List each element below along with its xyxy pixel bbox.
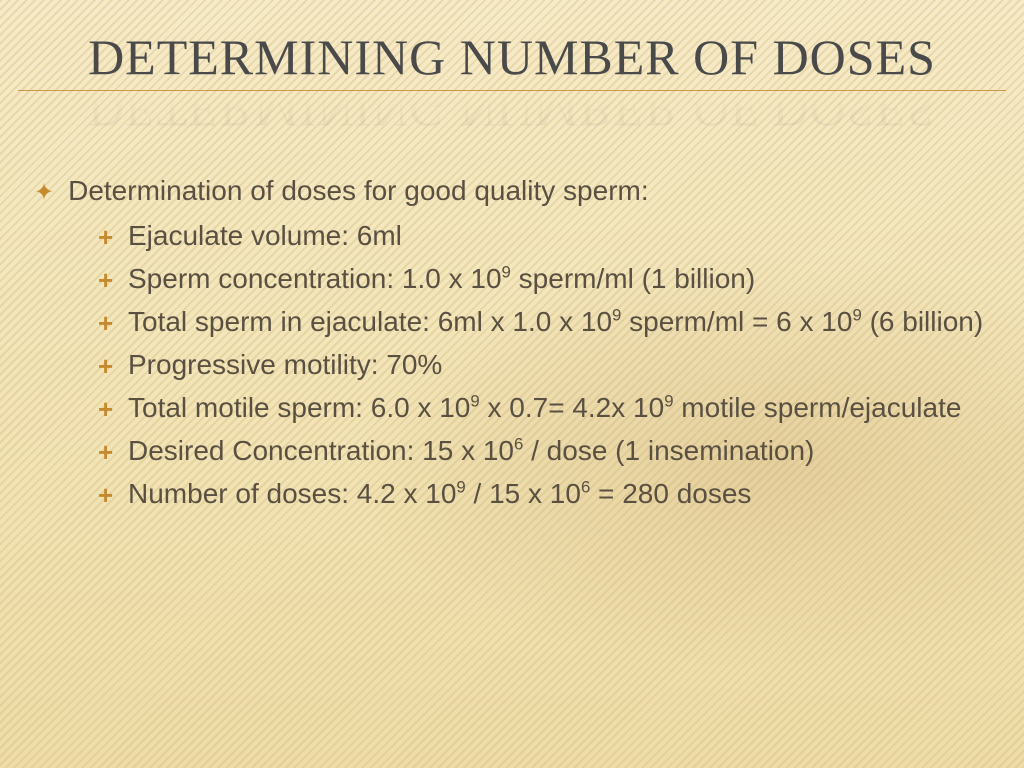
- plus-bullet-icon: +: [98, 478, 116, 512]
- plus-bullet-icon: +: [98, 349, 116, 383]
- item-text: Ejaculate volume: 6ml: [128, 218, 990, 255]
- item-text: Total motile sperm: 6.0 x 109 x 0.7= 4.2…: [128, 390, 990, 427]
- item-text: Desired Concentration: 15 x 106 / dose (…: [128, 433, 990, 470]
- plus-bullet-icon: +: [98, 263, 116, 297]
- list-item: + Sperm concentration: 1.0 x 109 sperm/m…: [98, 261, 990, 298]
- list-item: + Progressive motility: 70%: [98, 347, 990, 384]
- list-item: + Total sperm in ejaculate: 6ml x 1.0 x …: [98, 304, 990, 341]
- item-text: Progressive motility: 70%: [128, 347, 990, 384]
- list-item: + Number of doses: 4.2 x 109 / 15 x 106 …: [98, 476, 990, 513]
- slide-title: DETERMINING NUMBER OF DOSES: [88, 28, 936, 86]
- list-item: + Total motile sperm: 6.0 x 109 x 0.7= 4…: [98, 390, 990, 427]
- title-region: DETERMINING NUMBER OF DOSES DETERMINING …: [0, 0, 1024, 139]
- list-item: + Ejaculate volume: 6ml: [98, 218, 990, 255]
- item-text: Sperm concentration: 1.0 x 109 sperm/ml …: [128, 261, 990, 298]
- sub-list: + Ejaculate volume: 6ml + Sperm concentr…: [98, 218, 990, 513]
- lead-text: Determination of doses for good quality …: [68, 173, 649, 210]
- star-bullet-icon: ✦: [34, 177, 54, 209]
- list-item: + Desired Concentration: 15 x 106 / dose…: [98, 433, 990, 470]
- slide: DETERMINING NUMBER OF DOSES DETERMINING …: [0, 0, 1024, 768]
- content-region: ✦ Determination of doses for good qualit…: [0, 139, 1024, 513]
- lead-line: ✦ Determination of doses for good qualit…: [34, 173, 990, 210]
- plus-bullet-icon: +: [98, 435, 116, 469]
- item-text: Total sperm in ejaculate: 6ml x 1.0 x 10…: [128, 304, 990, 341]
- plus-bullet-icon: +: [98, 306, 116, 340]
- item-text: Number of doses: 4.2 x 109 / 15 x 106 = …: [128, 476, 990, 513]
- slide-title-reflection: DETERMINING NUMBER OF DOSES: [0, 81, 1024, 139]
- plus-bullet-icon: +: [98, 220, 116, 254]
- plus-bullet-icon: +: [98, 392, 116, 426]
